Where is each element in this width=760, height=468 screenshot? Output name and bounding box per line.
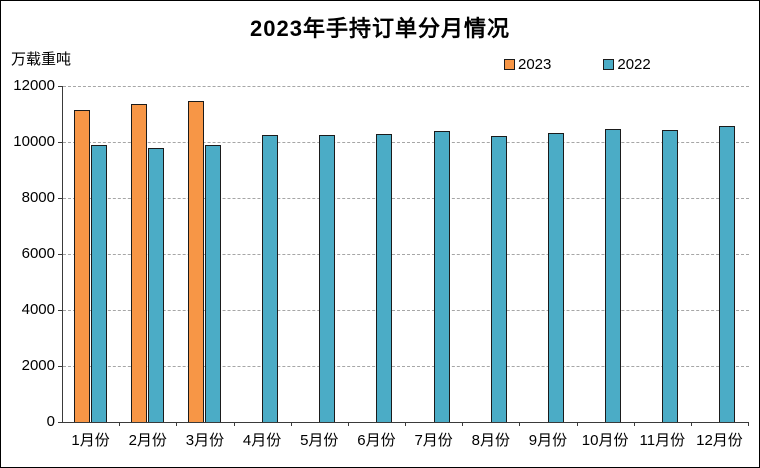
- bar-2022-10月份: [605, 129, 622, 422]
- y-tick-label: 12000: [13, 77, 55, 94]
- bar-2022-11月份: [662, 130, 679, 422]
- x-tick-mark: [748, 422, 749, 426]
- x-tick-mark: [633, 422, 635, 426]
- x-label-9月份: 9月份: [528, 432, 568, 449]
- x-tick-mark: [176, 422, 178, 426]
- gridline: [63, 366, 749, 367]
- x-label-11月份: 11月份: [639, 432, 686, 449]
- bar-group-2月份: [120, 86, 177, 422]
- x-axis-labels: 1月份 2月份 3月份 4月份 5月份 6月份 7月份 8月份 9月份 10月份 11月份 12月份: [62, 429, 748, 450]
- legend-swatch-icon: [603, 59, 615, 70]
- x-label-2月份: 2月份: [128, 432, 167, 449]
- bar-2023-3月份: [187, 101, 204, 422]
- y-axis-unit-label: 万载重吨: [11, 51, 72, 68]
- bar-2022-1月份: [90, 145, 107, 422]
- x-tick-mark: [119, 422, 121, 426]
- y-tick-label: 2000: [21, 357, 55, 374]
- bar-2022-2月份: [147, 147, 164, 422]
- gridline: [63, 142, 749, 143]
- bar-group-1月份: [63, 86, 120, 422]
- x-tick-mark: [576, 422, 578, 426]
- x-label-5月份: 5月份: [300, 432, 339, 449]
- x-tick-mark: [290, 422, 292, 426]
- legend-item-2022: 2022: [603, 56, 651, 73]
- legend: 2023 2022: [504, 56, 651, 73]
- x-label-6月份: 6月份: [357, 432, 396, 449]
- y-tick-mark: [58, 310, 62, 311]
- chart-title: 2023年手持订单分月情况: [250, 16, 510, 41]
- bar-group-4月份: [235, 86, 292, 422]
- bar-2022-7月份: [433, 131, 450, 422]
- plot-area: [62, 86, 749, 423]
- bar-2022-6月份: [376, 133, 393, 422]
- y-tick-mark: [58, 198, 62, 199]
- y-tick-label: 4000: [21, 301, 55, 318]
- bar-2022-4月份: [262, 134, 279, 422]
- bar-2023-1月份: [73, 110, 90, 422]
- legend-label: 2023: [518, 56, 552, 73]
- y-tick-label: 6000: [21, 245, 55, 262]
- bar-2022-5月份: [319, 135, 336, 422]
- y-tick-label: 10000: [13, 133, 55, 150]
- bar-group-6月份: [349, 86, 406, 422]
- x-label-7月份: 7月份: [414, 432, 453, 449]
- bar-2022-3月份: [204, 144, 221, 422]
- gridline: [63, 198, 749, 199]
- bar-group-5月份: [292, 86, 349, 422]
- y-tick-mark: [58, 422, 62, 423]
- bar-group-10月份: [578, 86, 635, 422]
- gridline: [63, 254, 749, 255]
- x-tick-mark: [347, 422, 349, 426]
- bar-group-8月份: [463, 86, 520, 422]
- bar-group-12月份: [692, 86, 749, 422]
- y-tick-label: 0: [46, 413, 55, 430]
- bar-2022-12月份: [719, 126, 736, 422]
- y-tick-mark: [58, 142, 62, 143]
- gridline: [63, 86, 749, 87]
- x-label-10月份: 10月份: [581, 432, 629, 449]
- bar-2023-2月份: [130, 103, 147, 422]
- legend-swatch-icon: [504, 59, 515, 70]
- x-tick-mark: [405, 422, 406, 426]
- x-tick-mark: [519, 422, 521, 426]
- legend-label: 2022: [617, 56, 651, 73]
- x-label-12月份: 12月份: [696, 432, 743, 449]
- y-tick-mark: [58, 86, 62, 87]
- y-tick-label: 8000: [21, 189, 55, 206]
- bar-group-11月份: [635, 86, 692, 422]
- legend-item-2023: 2023: [504, 56, 551, 73]
- x-label-4月份: 4月份: [242, 432, 282, 449]
- x-label-3月份: 3月份: [185, 432, 225, 449]
- bar-2022-8月份: [490, 136, 507, 422]
- bar-group-7月份: [406, 86, 463, 422]
- bar-group-3月份: [177, 86, 234, 422]
- bar-group-9月份: [520, 86, 577, 422]
- x-label-8月份: 8月份: [471, 432, 510, 449]
- x-label-1月份: 1月份: [71, 432, 110, 449]
- bar-2022-9月份: [547, 133, 564, 422]
- x-tick-mark: [233, 422, 235, 426]
- y-tick-mark: [58, 366, 62, 367]
- gridline: [63, 310, 749, 311]
- y-tick-mark: [58, 254, 62, 255]
- x-tick-mark: [690, 422, 692, 426]
- x-tick-mark: [462, 422, 464, 426]
